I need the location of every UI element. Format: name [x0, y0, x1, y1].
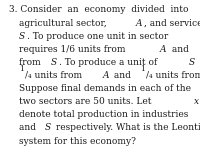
Text: requires: requires	[197, 58, 200, 67]
Text: S: S	[45, 123, 51, 132]
Text: from: from	[19, 58, 44, 67]
Text: S: S	[189, 58, 195, 67]
Text: 1: 1	[19, 65, 24, 73]
Text: . To produce a unit of: . To produce a unit of	[59, 58, 160, 67]
Text: 1: 1	[140, 65, 145, 73]
Text: and: and	[19, 123, 39, 132]
Text: x: x	[194, 97, 199, 106]
Text: /₄ units from: /₄ units from	[25, 71, 85, 80]
Text: two sectors are 50 units. Let: two sectors are 50 units. Let	[19, 97, 154, 106]
Text: requires 1/6 units from: requires 1/6 units from	[19, 45, 128, 54]
Text: A: A	[103, 71, 109, 80]
Text: S: S	[51, 58, 57, 67]
Text: /₄ units from: /₄ units from	[146, 71, 200, 80]
Text: system for this economy?: system for this economy?	[19, 136, 136, 146]
Text: denote total production in industries: denote total production in industries	[19, 110, 191, 119]
Text: agricultural sector,: agricultural sector,	[19, 19, 110, 28]
Text: S: S	[19, 32, 25, 41]
Text: 1: 1	[198, 39, 200, 47]
Text: A: A	[160, 45, 167, 54]
Text: 3. Consider  an  economy  divided  into: 3. Consider an economy divided into	[9, 5, 188, 15]
Text: and: and	[111, 71, 134, 80]
Text: and: and	[169, 45, 191, 54]
Text: respectively. What is the Leontief: respectively. What is the Leontief	[53, 123, 200, 132]
Text: . To produce one unit in sector: . To produce one unit in sector	[27, 32, 171, 41]
Text: Suppose final demands in each of the: Suppose final demands in each of the	[19, 84, 191, 93]
Text: A: A	[136, 19, 142, 28]
Text: , and service sector,: , and service sector,	[144, 19, 200, 28]
